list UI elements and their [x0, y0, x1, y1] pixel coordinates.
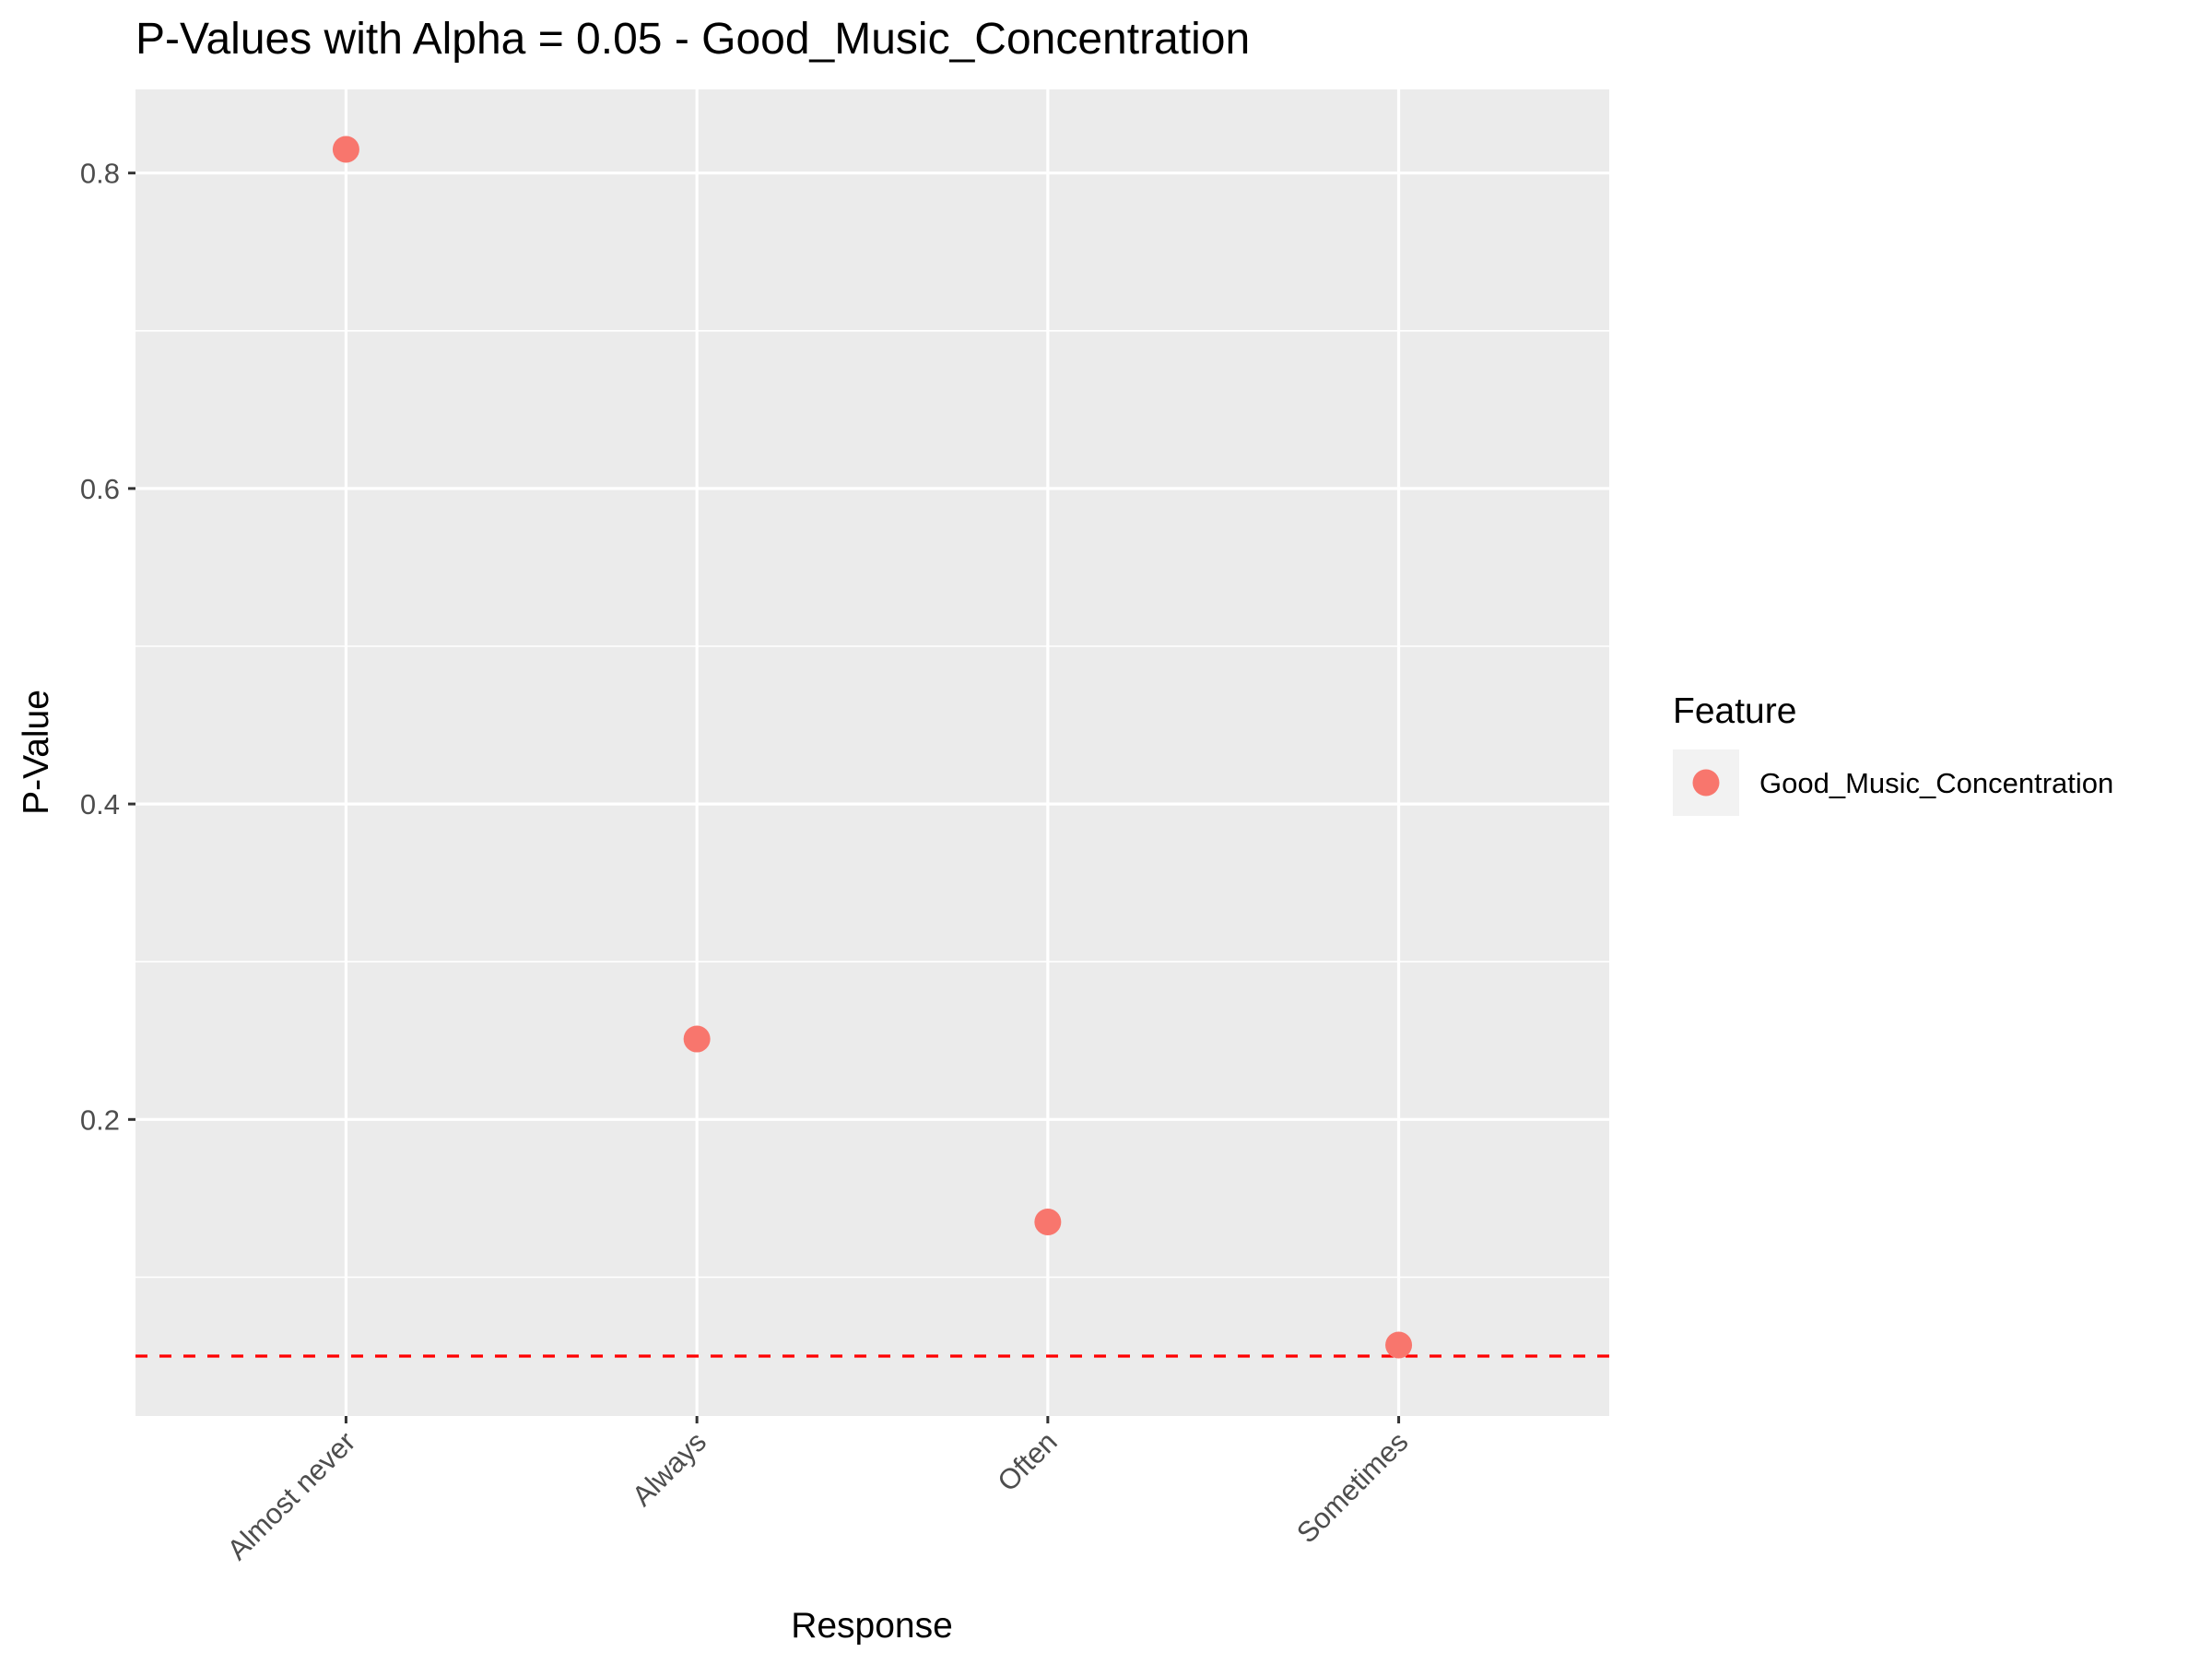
- x-axis-title: Response: [791, 1606, 953, 1646]
- data-point: [1385, 1331, 1413, 1359]
- y-axis: 0.2 0.4 0.6 0.8: [80, 158, 135, 1136]
- chart-title: P-Values with Alpha = 0.05 - Good_Music_…: [135, 15, 1250, 64]
- y-tick-label: 0.4: [80, 788, 120, 820]
- data-points: [332, 136, 1413, 1359]
- data-point: [1034, 1209, 1062, 1236]
- y-tick-label: 0.6: [80, 473, 120, 505]
- y-axis-title: P-Value: [17, 690, 56, 815]
- y-tick-label: 0.8: [80, 158, 120, 190]
- minor-gridlines: [135, 329, 1609, 1279]
- data-point: [332, 136, 359, 163]
- y-tick-label: 0.2: [80, 1103, 120, 1136]
- major-gridlines: [135, 89, 1609, 1416]
- legend: Feature Good_Music_Concentration: [1673, 691, 2113, 816]
- legend-key-point: [1692, 769, 1720, 797]
- legend-entry-label: Good_Music_Concentration: [1759, 767, 2113, 799]
- legend-entries: Good_Music_Concentration: [1673, 749, 2113, 816]
- data-point: [683, 1025, 711, 1053]
- legend-title: Feature: [1673, 691, 1796, 731]
- plot-panel: [135, 89, 1609, 1416]
